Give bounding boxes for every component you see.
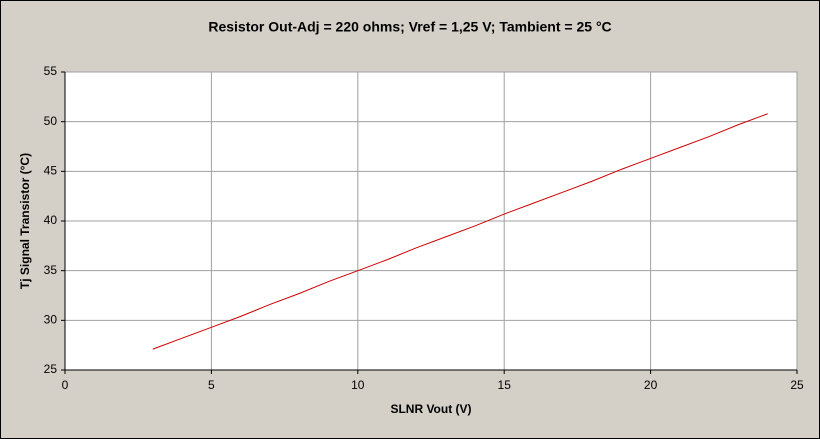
x-tick-label: 25 — [790, 378, 804, 392]
y-tick-label: 50 — [44, 114, 58, 128]
y-tick-label: 30 — [44, 313, 58, 327]
y-tick-label: 40 — [44, 213, 58, 227]
y-tick-label: 45 — [44, 164, 58, 178]
y-tick-label: 35 — [44, 263, 58, 277]
x-tick-label: 0 — [62, 378, 69, 392]
x-tick-label: 5 — [208, 378, 215, 392]
x-tick-label: 10 — [351, 378, 365, 392]
x-axis-label: SLNR Vout (V) — [390, 402, 471, 416]
y-axis-label: Tj Signal Transistor (°C) — [18, 153, 32, 289]
y-tick-label: 25 — [44, 362, 58, 376]
x-tick-label: 20 — [644, 378, 658, 392]
data-line — [152, 113, 768, 350]
y-tick-label: 55 — [44, 64, 58, 78]
x-tick-label: 15 — [498, 378, 512, 392]
chart-title: Resistor Out-Adj = 220 ohms; Vref = 1,25… — [208, 19, 611, 35]
